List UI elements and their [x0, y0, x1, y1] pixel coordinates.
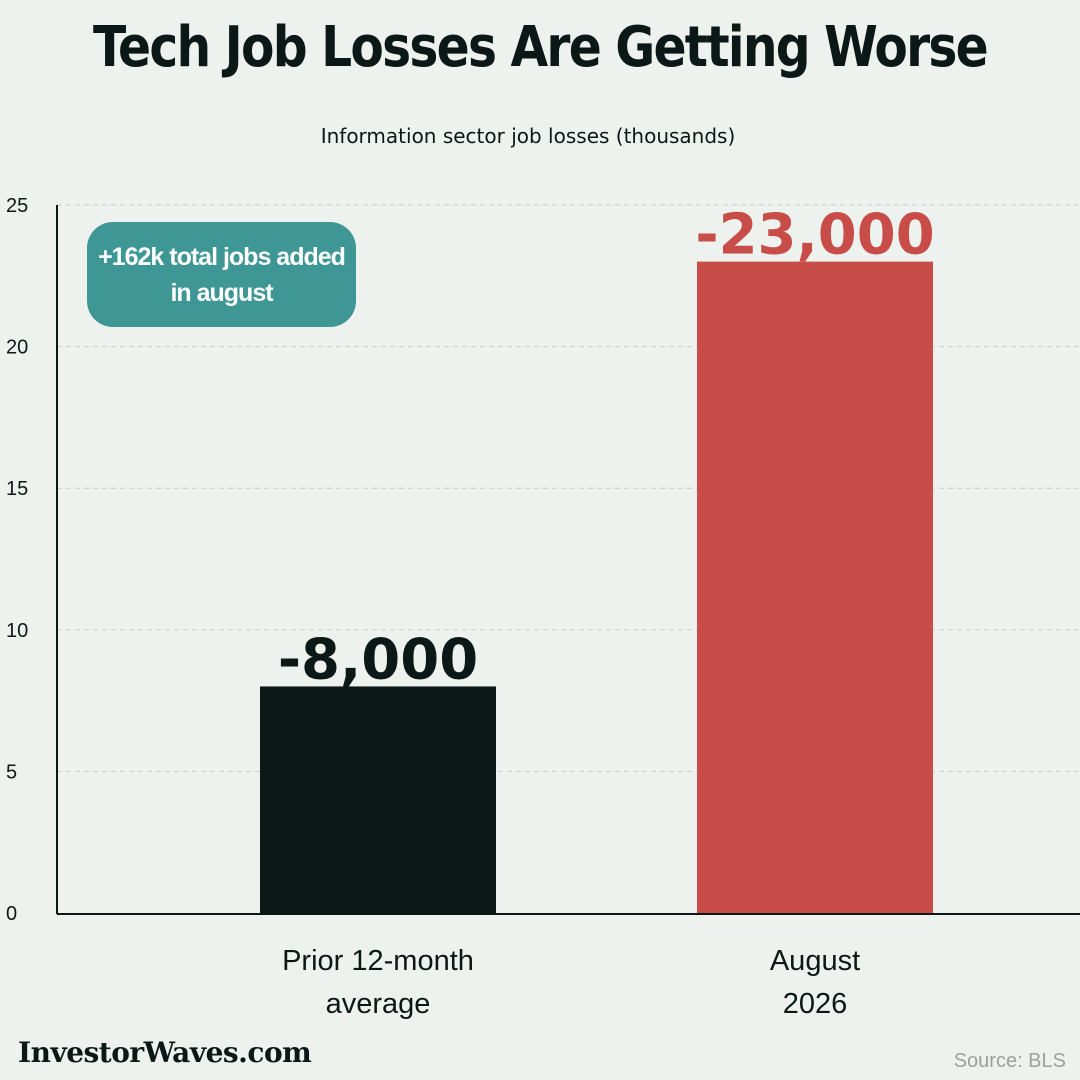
x-tick-label: Prior 12-month	[282, 945, 474, 977]
y-tick-label: 20	[6, 337, 28, 359]
chart-title: Tech Job Losses Are Getting Worse	[93, 15, 989, 80]
x-tick-label: 2026	[783, 988, 848, 1020]
data-label: -8,000	[278, 627, 478, 692]
callout-line-1: +162k total jobs added	[98, 242, 346, 271]
y-tick-label: 25	[6, 195, 28, 217]
chart-subtitle: Information sector job losses (thousands…	[320, 124, 736, 148]
callout-line-2: in august	[170, 278, 273, 307]
callout-badge: +162k total jobs added in august	[87, 222, 356, 327]
bar	[260, 686, 496, 913]
y-tick-label: 5	[6, 761, 17, 783]
y-tick-label: 0	[6, 903, 17, 925]
y-tick-label: 15	[6, 478, 28, 500]
brand-logo-text: InvestorWaves.com	[18, 1036, 312, 1069]
y-tick-label: 10	[6, 620, 28, 642]
x-tick-label: average	[326, 988, 431, 1020]
x-tick-label: August	[770, 945, 860, 977]
bar	[697, 261, 933, 913]
data-label: -23,000	[695, 203, 934, 268]
source-note: Source: BLS	[953, 1050, 1066, 1072]
